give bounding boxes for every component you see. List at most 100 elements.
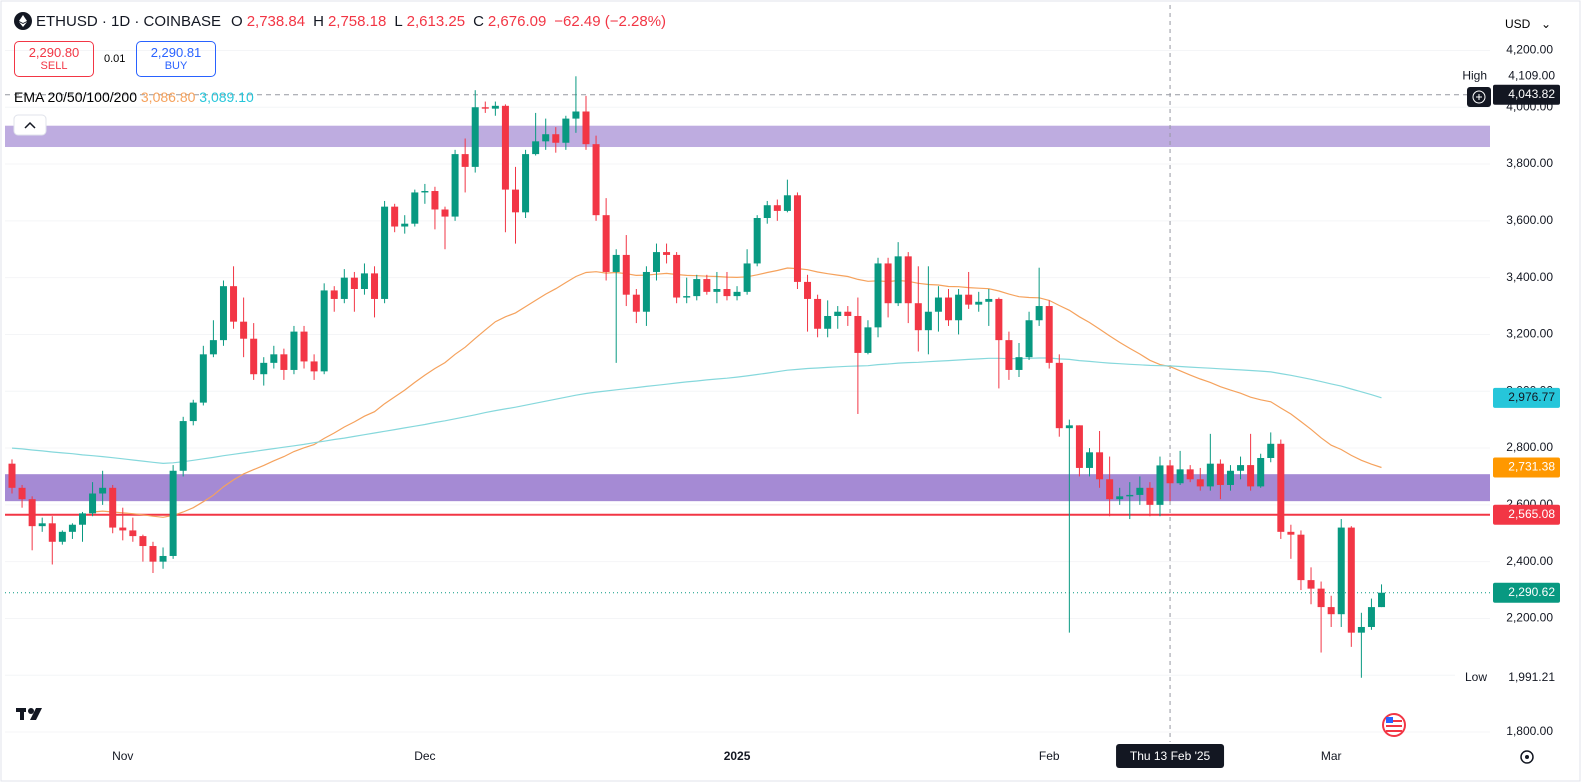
buy-button[interactable]: 2,290.81 BUY — [136, 41, 216, 77]
ohlc-key: L — [394, 12, 403, 30]
candle-body — [1317, 588, 1325, 608]
y-tick-label: 4,200.00 — [1506, 43, 1553, 57]
ohlc-value: 2,676.09 — [487, 12, 547, 30]
candle-body — [421, 191, 429, 193]
candle-body — [713, 289, 721, 292]
candle-body — [139, 536, 147, 547]
candle-body — [1267, 443, 1275, 458]
x-tick-label: 2025 — [724, 749, 751, 763]
currency-select[interactable]: USD ⌄ — [1497, 12, 1559, 36]
candle-body — [360, 273, 368, 290]
sell-button[interactable]: 2,290.80 SELL — [14, 41, 94, 77]
candle-body — [350, 277, 358, 290]
candle-body — [512, 189, 519, 213]
ohlc-value: 2,738.84 — [246, 12, 306, 30]
candle-body — [854, 315, 862, 353]
axis-layer: 1,800.002,000.002,200.002,400.002,600.00… — [112, 43, 1560, 768]
candle-body — [1297, 534, 1305, 581]
price-label: 4,043.82 — [1508, 87, 1555, 101]
candle-body — [68, 524, 76, 532]
x-tick-label: Nov — [112, 749, 133, 763]
candle-body — [532, 141, 540, 155]
candle-body — [1096, 452, 1104, 480]
candle-body — [965, 294, 973, 305]
candle-body — [914, 303, 922, 331]
candle-body — [169, 470, 177, 556]
candle-body — [663, 252, 671, 255]
candle-body — [632, 294, 640, 312]
y-tick-label: 3,600.00 — [1506, 213, 1553, 227]
candle-body — [28, 499, 36, 527]
x-tick-label: Feb — [1039, 749, 1060, 763]
candle-body — [340, 277, 348, 299]
candle-body — [230, 286, 238, 322]
price-label: 2,731.38 — [1508, 460, 1555, 474]
y-tick-label: 1,800.00 — [1506, 724, 1553, 738]
add-button[interactable] — [1467, 87, 1491, 107]
candle-body — [471, 107, 479, 167]
symbol-icon — [14, 12, 32, 30]
candle-body — [884, 263, 892, 304]
candle-body — [441, 209, 449, 217]
candle-body — [985, 298, 993, 302]
indicator-name: EMA 20/50/100/200 — [14, 89, 137, 105]
candle-body — [693, 279, 701, 297]
candle-body — [1015, 357, 1023, 370]
spread: 0.01 — [104, 53, 126, 65]
y-tick-label: 2,400.00 — [1506, 554, 1553, 568]
candle-body — [481, 107, 489, 109]
candle-body — [219, 286, 227, 341]
ohlc-key: C — [473, 12, 484, 30]
lines-layer — [11, 267, 1382, 518]
crosshair-date-box — [1116, 744, 1225, 768]
candle-body — [1055, 362, 1063, 429]
y-tick-label: 3,400.00 — [1506, 270, 1553, 284]
price-label-box — [1493, 84, 1560, 105]
candle-body — [864, 327, 872, 353]
candle-body — [401, 223, 409, 227]
candle-body — [381, 206, 389, 299]
candle-body — [1156, 465, 1164, 505]
candle-body — [260, 362, 268, 375]
candle-body — [743, 263, 751, 292]
price-label-box — [1493, 66, 1560, 87]
ohlc-key: H — [313, 12, 324, 30]
candle-body — [1277, 443, 1285, 532]
candle-body — [894, 256, 902, 304]
indicator-legend: EMA 20/50/100/200 3,086.80 3,089.10 — [14, 89, 254, 105]
candle-body — [703, 279, 711, 292]
candle-body — [773, 205, 781, 211]
candle-body — [652, 252, 660, 272]
candle-body — [1257, 457, 1265, 487]
symbol: ETHUSD · 1D · COINBASE — [36, 12, 222, 30]
crosshair-date: Thu 13 Feb '25 — [1130, 749, 1211, 763]
candle-body — [874, 263, 882, 328]
symbol-header: ETHUSD · 1D · COINBASE O 2,738.84 H 2,758.… — [14, 12, 670, 30]
candle-body — [371, 273, 379, 299]
candle-body — [491, 105, 499, 109]
candle-body — [1237, 465, 1245, 471]
candle-body — [924, 311, 932, 331]
candle-body — [522, 154, 530, 213]
candle-body — [159, 555, 167, 562]
settings-icon[interactable] — [1520, 750, 1534, 764]
candle-body — [461, 154, 469, 167]
candle-body — [582, 111, 590, 145]
candle-body — [431, 191, 439, 210]
candle-body — [1045, 306, 1053, 363]
candle-body — [1337, 527, 1345, 615]
candle-body — [1136, 487, 1144, 495]
candle-body — [99, 487, 107, 494]
candle-body — [89, 493, 97, 514]
indicator-value: 3,089.10 — [199, 89, 254, 105]
candle-body — [995, 298, 1003, 341]
candle-body — [1216, 463, 1224, 485]
candle-body — [904, 256, 912, 304]
collapse-button[interactable] — [13, 114, 47, 136]
candle-body — [320, 290, 328, 372]
candle-body — [683, 296, 691, 298]
price-label-box — [1493, 457, 1560, 478]
candle-body — [1196, 479, 1204, 487]
flag-icon — [1382, 713, 1406, 737]
